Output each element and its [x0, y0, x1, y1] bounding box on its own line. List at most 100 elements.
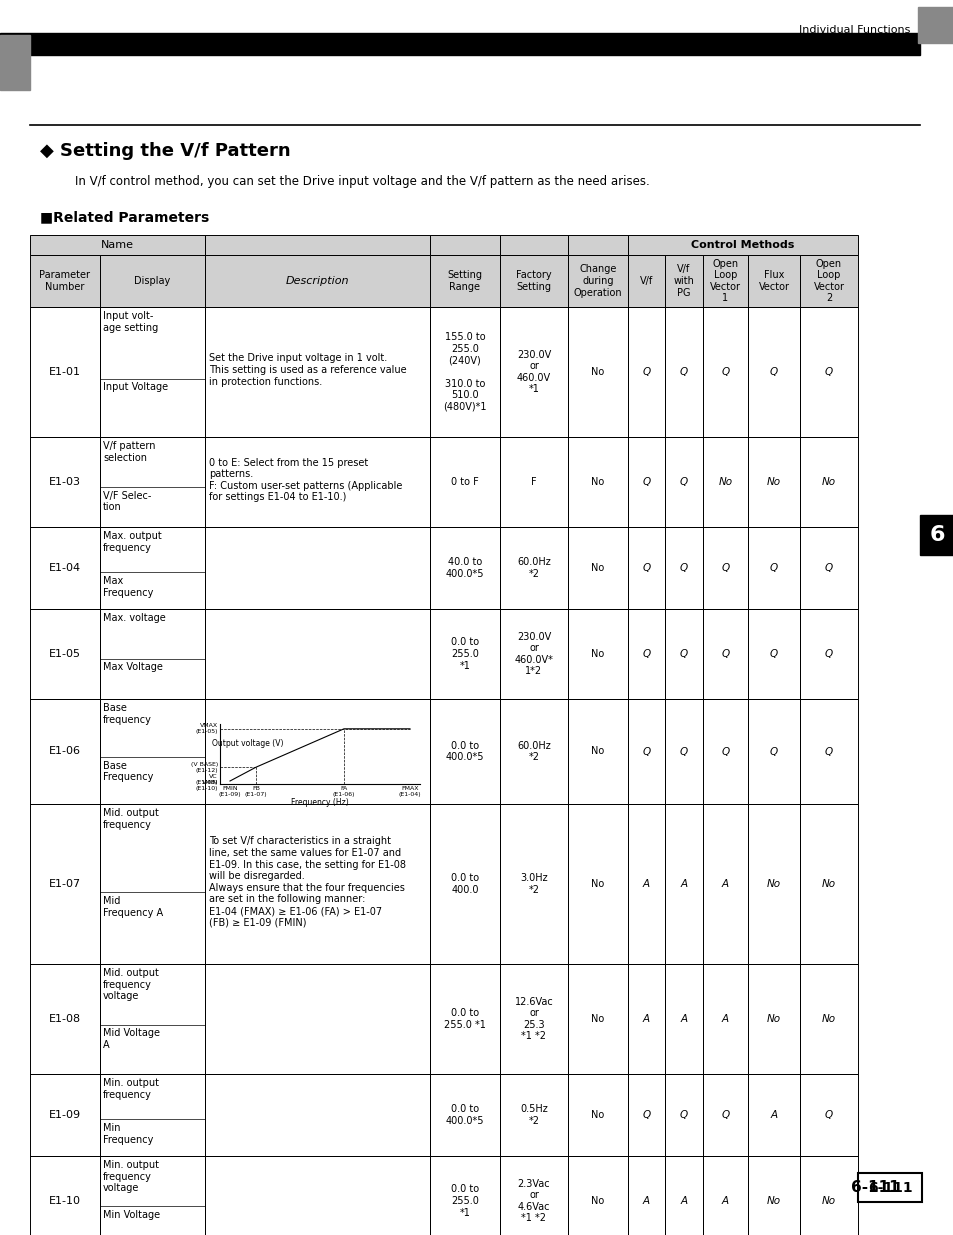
Bar: [702, 254, 747, 308]
Text: Max
Frequency: Max Frequency: [103, 576, 153, 598]
Text: 12.6Vac
or
25.3
*1 *2: 12.6Vac or 25.3 *1 *2: [514, 997, 553, 1041]
Text: Name: Name: [101, 240, 133, 249]
Text: Description: Description: [286, 275, 349, 287]
Text: No: No: [766, 477, 781, 487]
Text: E1-10: E1-10: [49, 1195, 81, 1207]
Bar: [627, 1074, 664, 1156]
Bar: [30, 437, 100, 527]
Text: No: No: [821, 1195, 835, 1207]
Bar: [702, 965, 747, 1074]
Text: No: No: [591, 563, 604, 573]
Bar: [747, 804, 800, 965]
Text: No: No: [591, 477, 604, 487]
Bar: [567, 1074, 627, 1156]
Bar: [205, 254, 430, 308]
Bar: [100, 437, 205, 527]
Text: A: A: [679, 879, 687, 889]
Bar: [430, 308, 499, 437]
Bar: [800, 1074, 857, 1156]
Text: Q: Q: [824, 563, 832, 573]
Bar: [567, 804, 627, 965]
Bar: [702, 1074, 747, 1156]
Text: Open
Loop
Vector
1: Open Loop Vector 1: [709, 258, 740, 304]
Bar: [664, 804, 702, 965]
Bar: [499, 965, 567, 1074]
Text: V/f
with
PG: V/f with PG: [673, 264, 694, 298]
Text: Flux
Vector: Flux Vector: [758, 270, 789, 291]
Text: No: No: [766, 1195, 781, 1207]
Text: V/f pattern
selection: V/f pattern selection: [103, 441, 155, 463]
Text: Q: Q: [720, 563, 729, 573]
Bar: [30, 1074, 100, 1156]
Bar: [747, 308, 800, 437]
Bar: [627, 699, 664, 804]
Bar: [702, 527, 747, 609]
Text: 230.0V
or
460.0V
*1: 230.0V or 460.0V *1: [517, 350, 551, 394]
Text: In V/f control method, you can set the Drive input voltage and the V/f pattern a: In V/f control method, you can set the D…: [75, 175, 649, 188]
Bar: [567, 1156, 627, 1235]
Text: Q: Q: [679, 477, 687, 487]
Text: No: No: [821, 1014, 835, 1024]
Bar: [567, 527, 627, 609]
Text: Q: Q: [641, 1110, 650, 1120]
Text: (V BASE)
(E1-12): (V BASE) (E1-12): [191, 762, 218, 773]
Bar: [0, 33, 919, 56]
Bar: [800, 804, 857, 965]
Text: Q: Q: [720, 1110, 729, 1120]
Bar: [0, 35, 30, 90]
Bar: [627, 965, 664, 1074]
Bar: [100, 609, 205, 699]
Bar: [664, 254, 702, 308]
Text: No: No: [718, 477, 732, 487]
Text: Base
Frequency: Base Frequency: [103, 761, 153, 782]
Text: A: A: [770, 1110, 777, 1120]
Text: No: No: [766, 879, 781, 889]
Bar: [664, 1156, 702, 1235]
Bar: [430, 1156, 499, 1235]
Text: Q: Q: [720, 650, 729, 659]
Bar: [664, 437, 702, 527]
Text: Q: Q: [769, 367, 778, 377]
Text: A: A: [642, 879, 649, 889]
Bar: [499, 1156, 567, 1235]
Bar: [430, 437, 499, 527]
Text: No: No: [591, 1014, 604, 1024]
Text: 0 to F: 0 to F: [451, 477, 478, 487]
Text: A: A: [642, 1195, 649, 1207]
Text: Change
during
Operation: Change during Operation: [573, 264, 621, 298]
Bar: [100, 254, 205, 308]
Text: Q: Q: [824, 650, 832, 659]
Bar: [30, 965, 100, 1074]
Bar: [430, 254, 499, 308]
Text: V/f: V/f: [639, 275, 653, 287]
Bar: [499, 804, 567, 965]
Bar: [702, 1156, 747, 1235]
Text: Q: Q: [679, 367, 687, 377]
Bar: [627, 437, 664, 527]
Bar: [627, 308, 664, 437]
Bar: [800, 609, 857, 699]
Bar: [499, 235, 567, 254]
Text: VMAX
(E1-05): VMAX (E1-05): [195, 724, 218, 734]
Bar: [567, 609, 627, 699]
Bar: [702, 437, 747, 527]
Text: Mid
Frequency A: Mid Frequency A: [103, 897, 163, 918]
Text: Q: Q: [720, 746, 729, 757]
Bar: [747, 965, 800, 1074]
Bar: [430, 527, 499, 609]
Bar: [627, 804, 664, 965]
Text: To set V/f characteristics in a straight
line, set the same values for E1-07 and: To set V/f characteristics in a straight…: [209, 836, 406, 927]
Bar: [430, 1074, 499, 1156]
Bar: [30, 609, 100, 699]
Text: Input volt-
age setting: Input volt- age setting: [103, 311, 158, 332]
Bar: [567, 235, 627, 254]
Bar: [430, 235, 499, 254]
Text: E1-03: E1-03: [49, 477, 81, 487]
Bar: [702, 804, 747, 965]
Bar: [205, 235, 430, 254]
Text: No: No: [591, 746, 604, 757]
Bar: [30, 527, 100, 609]
Text: Display: Display: [134, 275, 171, 287]
Bar: [627, 254, 664, 308]
Text: E1-05: E1-05: [49, 650, 81, 659]
